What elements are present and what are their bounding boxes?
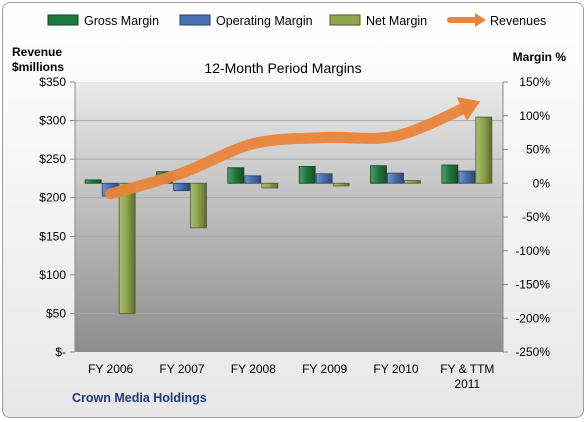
left-axis-label-line1: Revenue xyxy=(12,45,62,59)
revenue-arrowhead xyxy=(456,96,481,121)
right-tick-label: -50% xyxy=(522,210,550,224)
revenue-series xyxy=(105,96,481,200)
revenue-line xyxy=(105,101,473,200)
bar-gross-margin xyxy=(298,165,316,184)
category-label: FY & TTM xyxy=(440,362,494,376)
left-tick-label: $250 xyxy=(39,152,66,166)
left-tick-label: $200 xyxy=(39,191,66,205)
legend-swatch-arrowhead xyxy=(475,13,486,27)
legend-label: Operating Margin xyxy=(216,14,313,28)
right-tick-label: 150% xyxy=(519,75,550,89)
right-axis-ticks: 150% 100% 50% 0% -50% -100% -150% -200% -250% xyxy=(502,75,551,359)
bar-net-margin xyxy=(190,182,207,229)
legend-label: Revenues xyxy=(490,14,546,28)
category-labels: FY 2006 FY 2007 FY 2008 FY 2009 FY 2010 FY & … xyxy=(88,362,494,391)
left-tick-label: $300 xyxy=(39,114,66,128)
right-tick-label: 0% xyxy=(533,176,551,190)
left-axis-ticks: $350 $300 $250 $200 $150 $100 $50 $- xyxy=(39,75,76,359)
left-tick-label: $100 xyxy=(39,268,66,282)
legend-swatch xyxy=(329,14,361,26)
right-tick-label: -250% xyxy=(515,345,550,359)
bar-operating-margin xyxy=(244,175,262,184)
company-name: Crown Media Holdings xyxy=(72,391,207,405)
left-tick-label: $- xyxy=(55,345,66,359)
right-tick-label: 100% xyxy=(519,109,550,123)
bar-gross-margin xyxy=(227,167,245,184)
bar-gross-margin xyxy=(84,179,102,184)
bar-operating-margin xyxy=(458,170,476,184)
left-tick-label: $350 xyxy=(39,75,66,89)
legend-label: Net Margin xyxy=(366,14,427,28)
category-label: FY 2007 xyxy=(159,362,204,376)
bar-net-margin xyxy=(118,182,136,314)
bars xyxy=(84,116,493,314)
category-label: 2011 xyxy=(454,377,480,391)
gridlines xyxy=(75,120,503,314)
bar-operating-margin xyxy=(387,172,404,184)
category-label: FY 2006 xyxy=(88,362,133,376)
bar-net-margin xyxy=(332,182,350,187)
legend-swatch xyxy=(47,14,79,26)
chart-title: 12-Month Period Margins xyxy=(204,60,361,76)
bar-gross-margin xyxy=(370,165,387,184)
left-tick-label: $150 xyxy=(39,229,66,243)
bar-operating-margin xyxy=(173,182,190,192)
right-tick-label: -200% xyxy=(515,311,550,325)
left-axis-label-line2: $millions xyxy=(12,60,64,74)
bar-gross-margin xyxy=(441,164,459,184)
bar-operating-margin xyxy=(315,173,333,184)
right-tick-label: 50% xyxy=(526,143,550,157)
bar-net-margin xyxy=(475,116,493,184)
right-tick-label: -100% xyxy=(515,244,550,258)
right-tick-label: -150% xyxy=(515,278,550,292)
legend: Gross Margin Operating Margin Net Margin Re… xyxy=(47,13,546,28)
right-axis-label: Margin % xyxy=(513,50,567,64)
legend-label: Gross Margin xyxy=(84,14,159,28)
left-tick-label: $50 xyxy=(46,306,66,320)
category-label: FY 2010 xyxy=(373,362,418,376)
bar-net-margin xyxy=(261,182,279,189)
legend-swatch xyxy=(179,14,211,26)
category-label: FY 2009 xyxy=(302,362,347,376)
bar-net-margin xyxy=(404,180,421,184)
category-label: FY 2008 xyxy=(231,362,276,376)
